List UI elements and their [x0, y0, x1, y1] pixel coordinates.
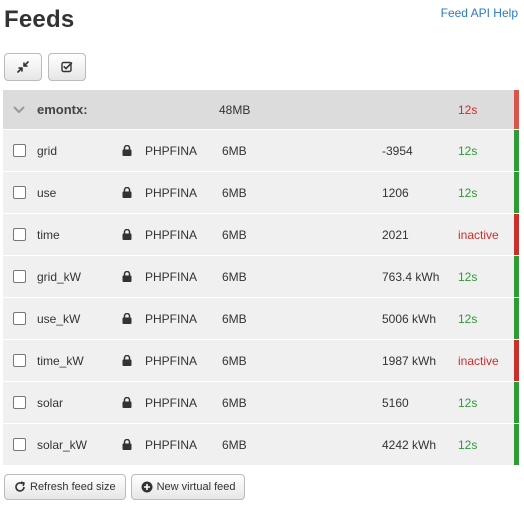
feed-value: 4242 kWh — [382, 437, 437, 452]
node-updated: 12s — [458, 102, 478, 117]
feed-api-help-link[interactable]: Feed API Help — [440, 6, 518, 20]
status-stripe — [514, 424, 519, 465]
feed-engine: PHPFINA — [145, 437, 198, 452]
feed-select-checkbox[interactable] — [13, 214, 26, 255]
lock-icon — [122, 256, 132, 297]
feed-row[interactable]: use_kW PHPFINA 6MB 5006 kWh 12s — [3, 298, 519, 340]
feed-size: 6MB — [222, 143, 247, 158]
page-title: Feeds — [4, 6, 75, 33]
footer-buttons: Refresh feed size New virtual feed — [4, 474, 246, 500]
feed-updated: 12s — [458, 185, 478, 200]
feed-row[interactable]: grid_kW PHPFINA 6MB 763.4 kWh 12s — [3, 256, 519, 298]
feed-row[interactable]: time PHPFINA 6MB 2021 inactive — [3, 214, 519, 256]
feed-select-checkbox[interactable] — [13, 256, 26, 297]
feed-select-checkbox[interactable] — [13, 382, 26, 423]
feed-updated: 12s — [458, 143, 478, 158]
feed-updated: 12s — [458, 311, 478, 326]
feed-updated: 12s — [458, 269, 478, 284]
feed-updated: 12s — [458, 437, 478, 452]
feed-value: 1987 kWh — [382, 353, 437, 368]
feed-name: use_kW — [37, 311, 81, 326]
lock-icon — [122, 130, 132, 171]
feed-size: 6MB — [222, 437, 247, 452]
status-stripe — [514, 130, 519, 171]
feed-size: 6MB — [222, 227, 247, 242]
feed-size: 6MB — [222, 395, 247, 410]
chevron-down-icon[interactable] — [13, 90, 25, 129]
feed-engine: PHPFINA — [145, 353, 198, 368]
lock-icon — [122, 340, 132, 381]
feed-engine: PHPFINA — [145, 143, 198, 158]
status-stripe — [514, 340, 519, 381]
feed-value: 5160 — [382, 395, 409, 410]
feed-select-checkbox[interactable] — [13, 172, 26, 213]
new-virtual-feed-button[interactable]: New virtual feed — [130, 474, 246, 500]
refresh-feed-size-label: Refresh feed size — [30, 481, 116, 493]
status-stripe — [514, 90, 519, 129]
feed-value: 763.4 kWh — [382, 269, 440, 284]
feed-size: 6MB — [222, 353, 247, 368]
feed-engine: PHPFINA — [145, 227, 198, 242]
feed-list: emontx: 48MB 12s grid PHPFINA 6MB -3954 12s u… — [3, 90, 519, 466]
status-stripe — [514, 214, 519, 255]
feed-size: 6MB — [222, 269, 247, 284]
new-virtual-feed-label: New virtual feed — [156, 481, 236, 493]
feed-row[interactable]: use PHPFINA 6MB 1206 12s — [3, 172, 519, 214]
status-stripe — [514, 172, 519, 213]
feed-engine: PHPFINA — [145, 311, 198, 326]
node-name: emontx: — [37, 102, 88, 117]
feed-name: solar_kW — [37, 437, 88, 452]
refresh-icon — [15, 481, 25, 492]
feed-name: grid_kW — [37, 269, 82, 284]
lock-icon — [122, 298, 132, 339]
refresh-feed-size-button[interactable]: Refresh feed size — [4, 474, 126, 500]
lock-icon — [122, 214, 132, 255]
node-group-header[interactable]: emontx: 48MB 12s — [3, 90, 519, 130]
feed-select-checkbox[interactable] — [13, 298, 26, 339]
feed-value: -3954 — [382, 143, 413, 158]
feed-name: solar — [37, 395, 64, 410]
plus-circle-icon — [141, 481, 153, 493]
feed-select-checkbox[interactable] — [13, 340, 26, 381]
feed-name: time_kW — [37, 353, 84, 368]
feed-engine: PHPFINA — [145, 185, 198, 200]
feed-row[interactable]: solar_kW PHPFINA 6MB 4242 kWh 12s — [3, 424, 519, 466]
status-stripe — [514, 382, 519, 423]
feed-name: time — [37, 227, 60, 242]
feed-value: 5006 kWh — [382, 311, 437, 326]
feed-value: 1206 — [382, 185, 409, 200]
feed-updated: 12s — [458, 395, 478, 410]
check-square-icon — [61, 61, 73, 73]
status-stripe — [514, 256, 519, 297]
status-stripe — [514, 298, 519, 339]
feed-row[interactable]: grid PHPFINA 6MB -3954 12s — [3, 130, 519, 172]
feed-size: 6MB — [222, 311, 247, 326]
feed-engine: PHPFINA — [145, 395, 198, 410]
feed-name: grid — [37, 143, 58, 158]
feed-select-checkbox[interactable] — [13, 130, 26, 171]
feed-updated: inactive — [458, 353, 499, 368]
feed-row[interactable]: time_kW PHPFINA 6MB 1987 kWh inactive — [3, 340, 519, 382]
collapse-all-button[interactable] — [4, 53, 42, 81]
collapse-arrows-icon — [17, 61, 29, 73]
toolbar — [4, 53, 86, 81]
select-all-button[interactable] — [48, 53, 86, 81]
feed-engine: PHPFINA — [145, 269, 198, 284]
feed-row[interactable]: solar PHPFINA 6MB 5160 12s — [3, 382, 519, 424]
feed-name: use — [37, 185, 57, 200]
feed-value: 2021 — [382, 227, 409, 242]
lock-icon — [122, 424, 132, 465]
lock-icon — [122, 382, 132, 423]
feed-size: 6MB — [222, 185, 247, 200]
feed-select-checkbox[interactable] — [13, 424, 26, 465]
feed-updated: inactive — [458, 227, 499, 242]
lock-icon — [122, 172, 132, 213]
node-size: 48MB — [219, 102, 251, 117]
